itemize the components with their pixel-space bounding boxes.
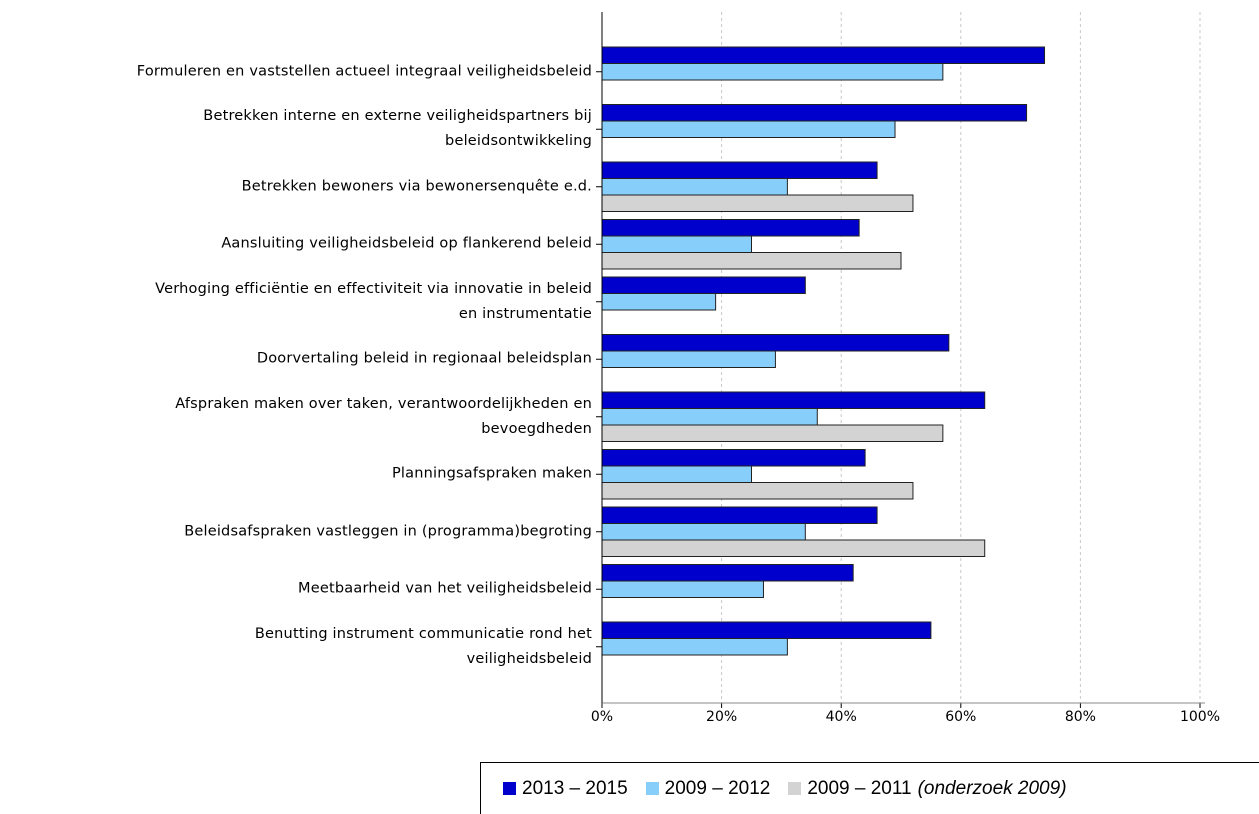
bar bbox=[601, 334, 950, 352]
bar bbox=[601, 161, 878, 179]
bar bbox=[601, 621, 932, 639]
category-label: Betrekken interne en externe veiligheids… bbox=[203, 108, 592, 150]
x-tick-label: 20% bbox=[706, 709, 737, 725]
bar bbox=[601, 235, 752, 253]
x-tick-label: 60% bbox=[945, 709, 976, 725]
legend-label: 2013 – 2015 bbox=[522, 777, 628, 799]
bar bbox=[601, 638, 788, 656]
x-tick-label: 100% bbox=[1180, 709, 1220, 725]
legend-swatch bbox=[503, 782, 516, 795]
category-label: Benutting instrument communicatie rond h… bbox=[254, 625, 592, 667]
bar bbox=[601, 46, 1046, 64]
bar bbox=[601, 252, 902, 270]
bar bbox=[601, 63, 944, 81]
legend-item: 2009 – 2011 (onderzoek 2009) bbox=[788, 777, 1067, 800]
bar bbox=[601, 104, 1028, 122]
bar bbox=[601, 293, 717, 311]
category-label: Beleidsafspraken vastleggen in (programm… bbox=[184, 523, 592, 540]
bar bbox=[601, 408, 818, 426]
bar bbox=[601, 580, 764, 598]
bar bbox=[601, 539, 986, 557]
category-label: Afspraken maken over taken, verantwoorde… bbox=[175, 395, 592, 437]
x-tick-label: 0% bbox=[591, 709, 613, 725]
category-label: Aansluiting veiligheidsbeleid op flanker… bbox=[221, 235, 592, 252]
bar bbox=[601, 523, 806, 541]
bar bbox=[601, 178, 788, 196]
bar bbox=[601, 424, 944, 442]
legend-note: (onderzoek 2009) bbox=[917, 777, 1067, 799]
x-tick-label: 80% bbox=[1065, 709, 1096, 725]
legend-item: 2009 – 2012 bbox=[645, 777, 771, 800]
bar bbox=[601, 350, 776, 368]
legend-swatch bbox=[788, 782, 802, 795]
legend-swatch bbox=[645, 782, 659, 795]
category-label: Verhoging efficiëntie en effectiviteit v… bbox=[155, 280, 592, 322]
bar bbox=[601, 482, 914, 500]
bar bbox=[601, 465, 752, 483]
bar bbox=[601, 194, 914, 212]
legend-item: 2013 – 2015 bbox=[503, 778, 628, 800]
category-label: Meetbaarheid van het veiligheidsbeleid bbox=[298, 580, 592, 597]
bar bbox=[601, 506, 878, 524]
bar bbox=[601, 391, 986, 409]
legend: 2013 – 2015 2009 – 2012 2009 – 2011 (onderz… bbox=[480, 762, 1259, 814]
legend-label: 2009 – 2012 bbox=[664, 777, 771, 799]
x-tick-label: 40% bbox=[826, 709, 857, 725]
category-label: Betrekken bewoners via bewonersenquête e… bbox=[241, 178, 592, 195]
bar bbox=[601, 449, 866, 467]
legend-label: 2009 – 2011 bbox=[807, 777, 912, 799]
bar bbox=[601, 564, 854, 582]
bar bbox=[601, 120, 896, 138]
bar bbox=[601, 219, 860, 237]
bar bbox=[601, 276, 806, 294]
category-label: Formuleren en vaststellen actueel integr… bbox=[136, 63, 592, 80]
category-label: Planningsafspraken maken bbox=[391, 465, 592, 482]
category-label: Doorvertaling beleid in regionaal beleid… bbox=[256, 350, 592, 367]
